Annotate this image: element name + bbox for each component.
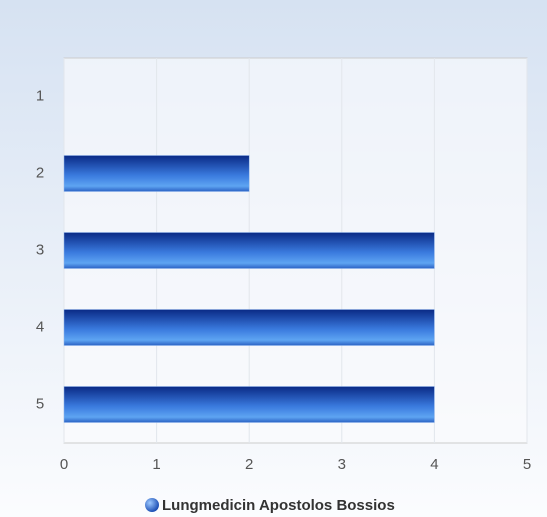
- legend-label: Lungmedicin Apostolos Bossios: [162, 497, 395, 514]
- y-tick-label: 4: [36, 318, 44, 335]
- y-tick-label: 1: [36, 87, 44, 104]
- x-tick-label: 0: [60, 456, 68, 473]
- bar: [63, 309, 435, 346]
- x-tick-label: 4: [430, 456, 438, 473]
- y-tick-label: 5: [36, 395, 44, 412]
- x-tick-label: 2: [245, 456, 253, 473]
- legend-marker: [145, 498, 159, 512]
- x-tick-label: 3: [338, 456, 346, 473]
- bar: [63, 386, 435, 423]
- bar: [63, 232, 435, 269]
- x-tick-label: 5: [523, 456, 531, 473]
- x-tick-label: 1: [152, 456, 160, 473]
- bar: [63, 155, 250, 192]
- y-tick-label: 2: [36, 164, 44, 181]
- y-tick-label: 3: [36, 241, 44, 258]
